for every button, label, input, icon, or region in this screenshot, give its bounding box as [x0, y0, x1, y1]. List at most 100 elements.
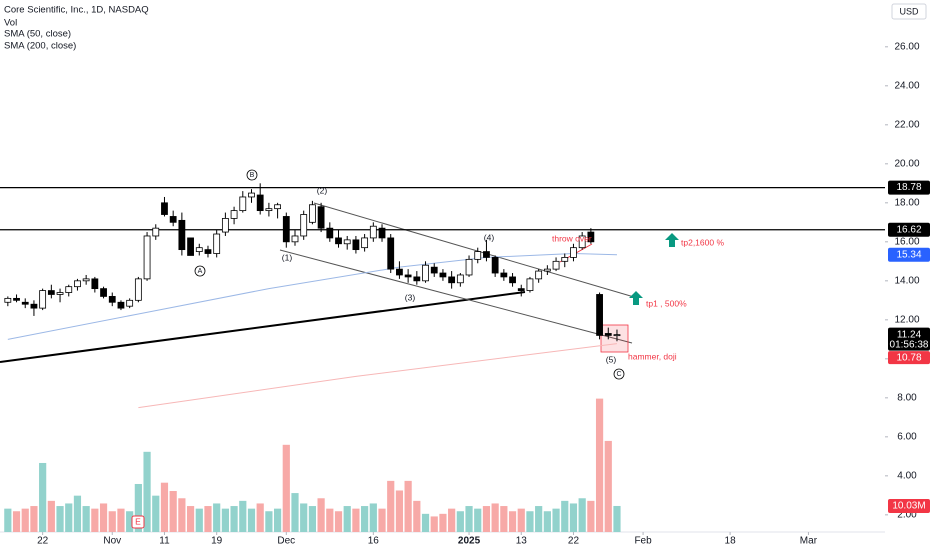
annotation: throw over: [552, 233, 592, 243]
annotation: E: [135, 516, 141, 526]
volume-bar: [73, 495, 82, 532]
volume-bar: [569, 503, 578, 532]
candle-body: [465, 258, 473, 276]
volume-bar: [247, 508, 256, 532]
candle-body: [126, 299, 134, 307]
y-tick-label: 22.00: [894, 119, 919, 130]
candle-body: [117, 301, 125, 309]
candle-body: [535, 270, 543, 280]
volume-bar: [152, 495, 160, 532]
y-tick-label: 14.00: [894, 275, 919, 286]
candle-body: [30, 303, 38, 309]
candle-body: [143, 235, 151, 280]
candle-body: [439, 272, 447, 278]
wave-label: (2): [317, 185, 328, 195]
volume-bar: [221, 508, 229, 532]
volume-bar: [282, 444, 290, 532]
volume-bar: [117, 508, 125, 532]
candle-body: [248, 192, 255, 198]
volume-bar: [395, 490, 404, 532]
volume-bar: [369, 503, 377, 532]
candle-body: [195, 247, 203, 252]
tp2-arrow: [665, 233, 679, 247]
level-badge: 16.62: [896, 224, 921, 235]
volume-bar: [448, 508, 456, 532]
x-tick-label: Nov: [103, 536, 121, 547]
candle-body: [282, 216, 290, 243]
volume-bar: [465, 506, 473, 532]
volume-bar: [300, 503, 308, 532]
volume-bar: [326, 508, 334, 532]
sma200-badge: 10.78: [896, 352, 921, 363]
wave-label: (3): [405, 292, 416, 302]
candle-body: [474, 251, 482, 260]
volume-bar: [186, 506, 195, 532]
candle-body: [317, 206, 325, 229]
volume-bar: [552, 508, 560, 532]
volume-bar: [543, 511, 551, 532]
candle-body: [552, 260, 560, 270]
volume-bar: [82, 506, 90, 532]
candle-body: [239, 196, 247, 212]
channel-upper: [313, 202, 635, 298]
candle-body: [178, 219, 186, 251]
annotation: tp2,1600 %: [681, 237, 724, 247]
volume-bar: [21, 508, 29, 532]
candle-body: [56, 292, 64, 295]
candle-body: [448, 276, 456, 284]
candle-body: [300, 214, 308, 237]
x-tick-label: Dec: [277, 536, 295, 547]
currency[interactable]: USD: [899, 6, 919, 16]
y-tick-label: 18.00: [894, 197, 919, 208]
volume-bar: [256, 503, 264, 532]
candle-body: [578, 235, 586, 249]
y-tick-label: 24.00: [894, 80, 919, 91]
y-tick-label: 12.00: [894, 314, 919, 325]
volume-bar: [204, 506, 212, 532]
hammer-box: [600, 324, 629, 353]
x-tick-label: 13: [516, 536, 528, 547]
candle-body: [517, 288, 525, 291]
candle-body: [526, 278, 534, 291]
candle-body: [500, 272, 508, 278]
candle-body: [509, 276, 516, 284]
y-tick-label: 8.00: [897, 392, 917, 403]
volume-bar: [535, 506, 543, 532]
volume-bar: [421, 513, 430, 532]
volume-bar: [143, 451, 151, 532]
annotation: tp1 , 500%: [646, 298, 687, 308]
wave-label: C: [616, 371, 621, 378]
candle-body: [213, 233, 221, 254]
volume-bar: [273, 508, 282, 532]
volume-bar: [230, 506, 238, 532]
candle-body: [100, 288, 107, 297]
volume-bar: [387, 480, 395, 532]
volume-bar: [12, 511, 21, 532]
candle-body: [596, 294, 603, 336]
candle-body: [169, 216, 177, 223]
candle-body: [65, 286, 73, 293]
annotation: hammer, doji: [628, 351, 677, 361]
volume-bar: [56, 506, 64, 532]
x-tick-label: 16: [368, 536, 380, 547]
volume-bar: [561, 500, 569, 532]
currency-button[interactable]: [891, 3, 927, 20]
volume-bar: [578, 498, 586, 532]
volume-bar: [491, 503, 499, 532]
candle-body: [47, 290, 55, 295]
wave-label: (4): [484, 232, 495, 242]
legend-sma200: SMA (200, close): [4, 41, 76, 52]
y-tick-label: 2.00: [897, 509, 917, 520]
wave-circle: [194, 265, 206, 277]
y-tick-label: 26.00: [894, 41, 919, 52]
candle-body: [13, 297, 20, 301]
volume-bar: [474, 508, 482, 532]
volume-bar: [108, 511, 116, 532]
x-tick-label: 18: [725, 536, 737, 547]
candle-body: [74, 280, 81, 288]
candle-body: [335, 237, 342, 245]
candle-body: [91, 278, 99, 290]
y-tick-label: 4.00: [897, 470, 917, 481]
candle-body: [39, 290, 47, 309]
volume-bar: [526, 511, 534, 532]
